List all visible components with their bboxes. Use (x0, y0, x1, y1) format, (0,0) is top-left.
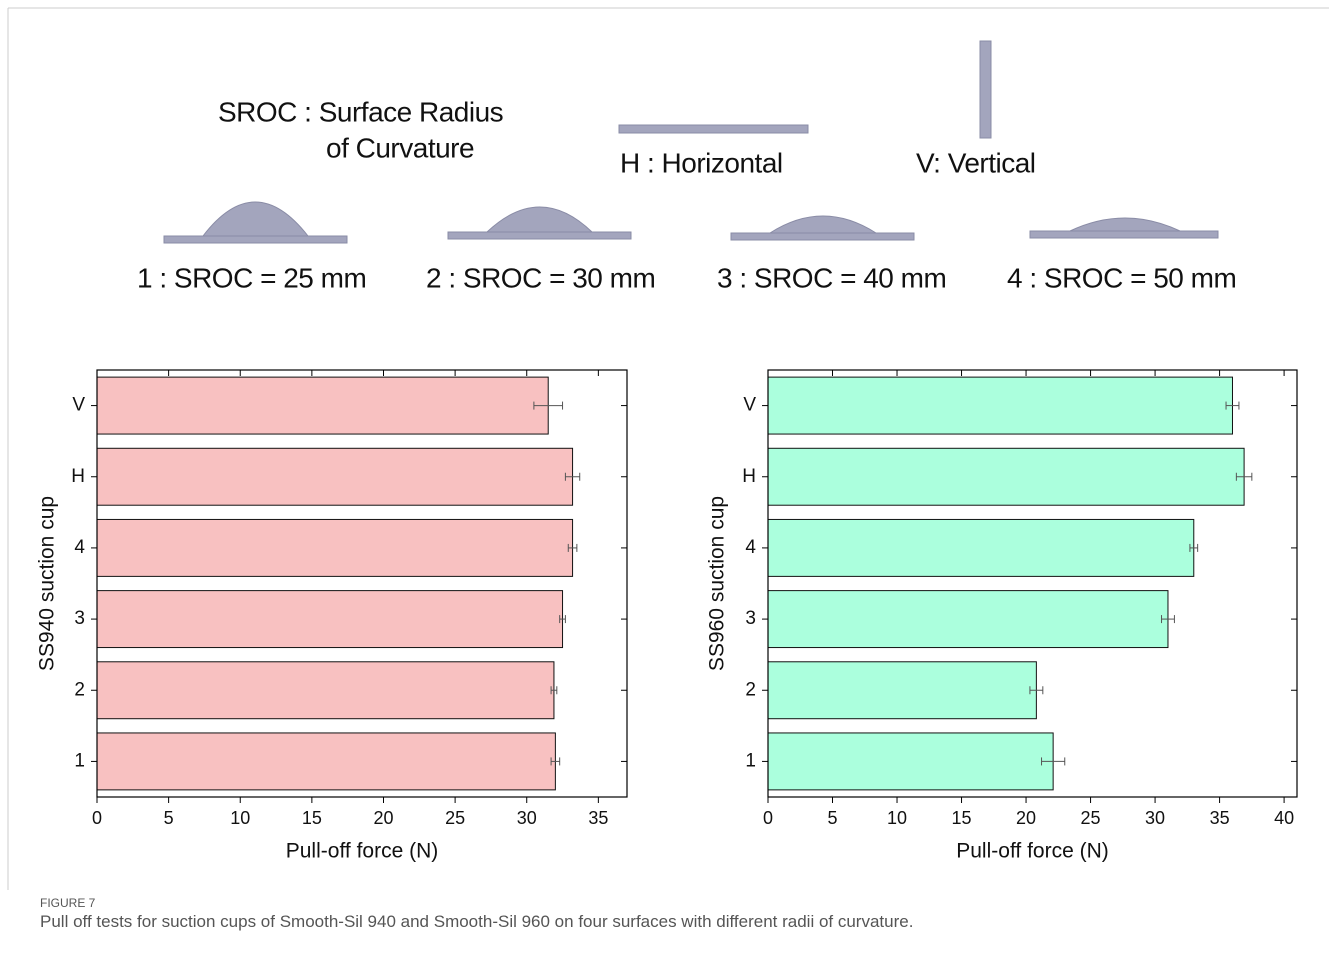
y-tick-label: 3 (745, 608, 756, 629)
x-axis-title: Pull-off force (N) (286, 840, 439, 863)
y-tick-label: 4 (74, 537, 85, 558)
x-tick-label: 25 (1081, 808, 1101, 828)
x-tick-label: 15 (302, 808, 322, 828)
surface-label: 2 : SROC = 30 mm (426, 262, 655, 293)
surface-base (1030, 231, 1218, 238)
bar (97, 662, 554, 719)
surface-dome (1070, 218, 1180, 231)
bar (768, 662, 1036, 719)
surface-dome (203, 202, 308, 236)
bar (768, 733, 1053, 790)
sroc-label: of Curvature (326, 132, 474, 163)
x-tick-label: 25 (445, 808, 465, 828)
x-tick-label: 10 (230, 808, 250, 828)
y-tick-label: H (742, 466, 756, 487)
x-tick-label: 40 (1274, 808, 1294, 828)
y-tick-label: V (743, 395, 756, 416)
caption-label: FIGURE 7 (40, 896, 95, 910)
x-tick-label: 20 (373, 808, 393, 828)
bar (768, 377, 1232, 434)
y-tick-label: 2 (74, 679, 85, 700)
y-axis-title: SS940 suction cup (36, 496, 59, 671)
page: SROC : Surface Radius of Curvature H : H… (0, 0, 1329, 956)
bar (97, 448, 573, 505)
horizontal-label: H : Horizontal (620, 147, 783, 178)
x-tick-label: 35 (1210, 808, 1230, 828)
y-tick-label: H (71, 466, 85, 487)
y-tick-label: 1 (745, 750, 756, 771)
surface-base (448, 232, 631, 239)
surface-base (731, 233, 914, 240)
surface-label: 1 : SROC = 25 mm (137, 262, 366, 293)
y-tick-label: V (72, 395, 85, 416)
x-tick-label: 10 (887, 808, 907, 828)
figure: SROC : Surface Radius of Curvature H : H… (0, 0, 1329, 890)
y-axis-title: SS960 suction cup (706, 496, 729, 671)
x-tick-label: 35 (588, 808, 608, 828)
y-tick-label: 4 (745, 537, 756, 558)
x-axis-title: Pull-off force (N) (956, 840, 1109, 863)
vertical-label: V: Vertical (916, 147, 1036, 178)
curved-surfaces (164, 202, 1218, 243)
x-tick-label: 0 (763, 808, 773, 828)
sroc-label: SROC : Surface Radius (218, 96, 503, 127)
bar (97, 591, 563, 648)
bar (97, 519, 573, 576)
horizontal-surface (619, 125, 808, 133)
bar (768, 591, 1168, 648)
vertical-surface (980, 41, 991, 138)
x-tick-label: 20 (1016, 808, 1036, 828)
x-tick-label: 5 (164, 808, 174, 828)
surface-dome (770, 216, 876, 233)
x-tick-label: 30 (517, 808, 537, 828)
bar (768, 519, 1194, 576)
surface-dome (487, 207, 592, 232)
x-tick-label: 30 (1145, 808, 1165, 828)
y-tick-label: 2 (745, 679, 756, 700)
surface-base (164, 236, 347, 243)
y-tick-label: 3 (74, 608, 85, 629)
x-tick-label: 5 (828, 808, 838, 828)
bar (768, 448, 1244, 505)
bar (97, 733, 555, 790)
bar (97, 377, 548, 434)
x-tick-label: 0 (92, 808, 102, 828)
surface-label: 3 : SROC = 40 mm (717, 262, 946, 293)
y-tick-label: 1 (74, 750, 85, 771)
surface-label: 4 : SROC = 50 mm (1007, 262, 1236, 293)
caption-text: Pull off tests for suction cups of Smoot… (40, 912, 913, 932)
x-tick-label: 15 (952, 808, 972, 828)
